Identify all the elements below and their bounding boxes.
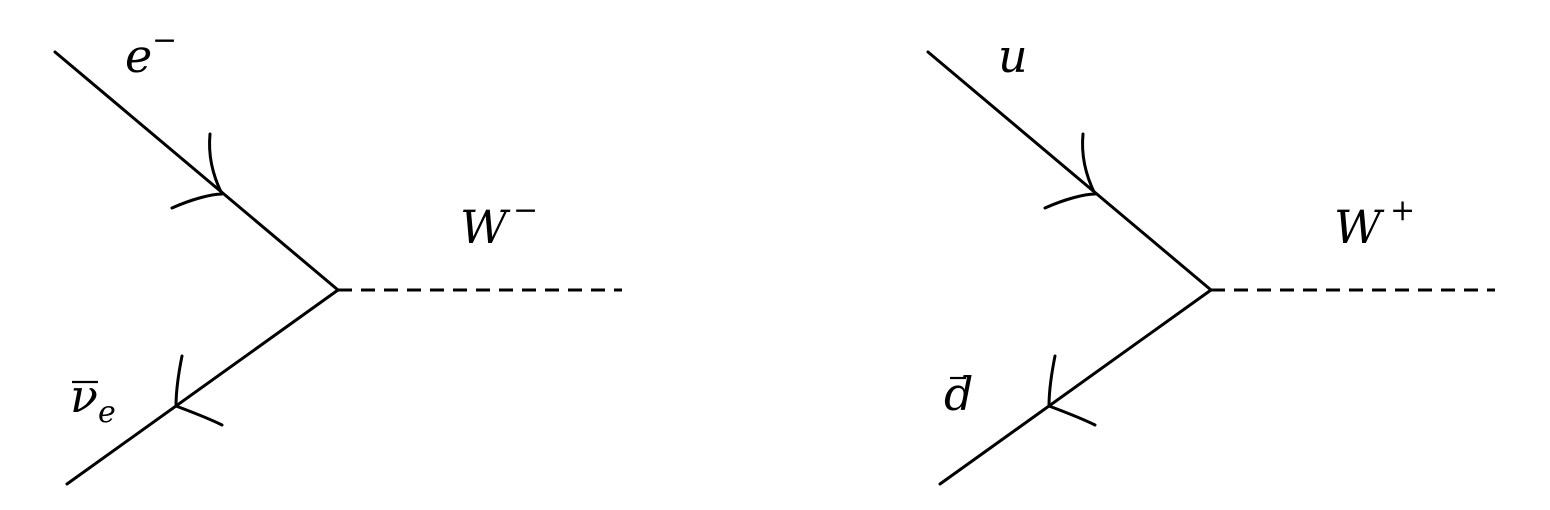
- boson-base-1: W: [460, 200, 511, 254]
- incoming-fermion-line-2: [926, 50, 1213, 292]
- incoming-base-1: e: [125, 29, 152, 83]
- incoming-fermion-line-1: [53, 50, 340, 292]
- outgoing-sub-1: e: [98, 395, 116, 430]
- incoming-label-1: e: [125, 29, 152, 83]
- incoming-arrow-2: [1043, 132, 1097, 210]
- outgoing-fermion-line-1: [65, 288, 340, 486]
- boson-sup-2: +: [1390, 193, 1415, 228]
- incoming-arrow-1: [170, 132, 224, 210]
- outgoing-arrow-2: [1047, 354, 1097, 427]
- outgoing-base-2: d: [944, 367, 973, 421]
- boson-label-1: W: [460, 200, 511, 254]
- boson-label-2: W: [1334, 200, 1385, 254]
- outgoing-label-1: ν: [70, 369, 98, 423]
- outgoing-label-2: d: [944, 367, 973, 421]
- boson-sup-1: −: [513, 193, 538, 228]
- incoming-sup-1: −: [152, 23, 177, 58]
- feynman-diagram-2: u d W +: [926, 29, 1495, 486]
- feynman-diagram-1: e − ν e W −: [53, 23, 622, 486]
- incoming-base-2: u: [998, 29, 1028, 83]
- outgoing-arrow-1: [174, 354, 224, 427]
- boson-base-2: W: [1334, 200, 1385, 254]
- outgoing-base-1: ν: [70, 369, 98, 423]
- outgoing-fermion-line-2: [938, 288, 1213, 486]
- incoming-label-2: u: [998, 29, 1028, 83]
